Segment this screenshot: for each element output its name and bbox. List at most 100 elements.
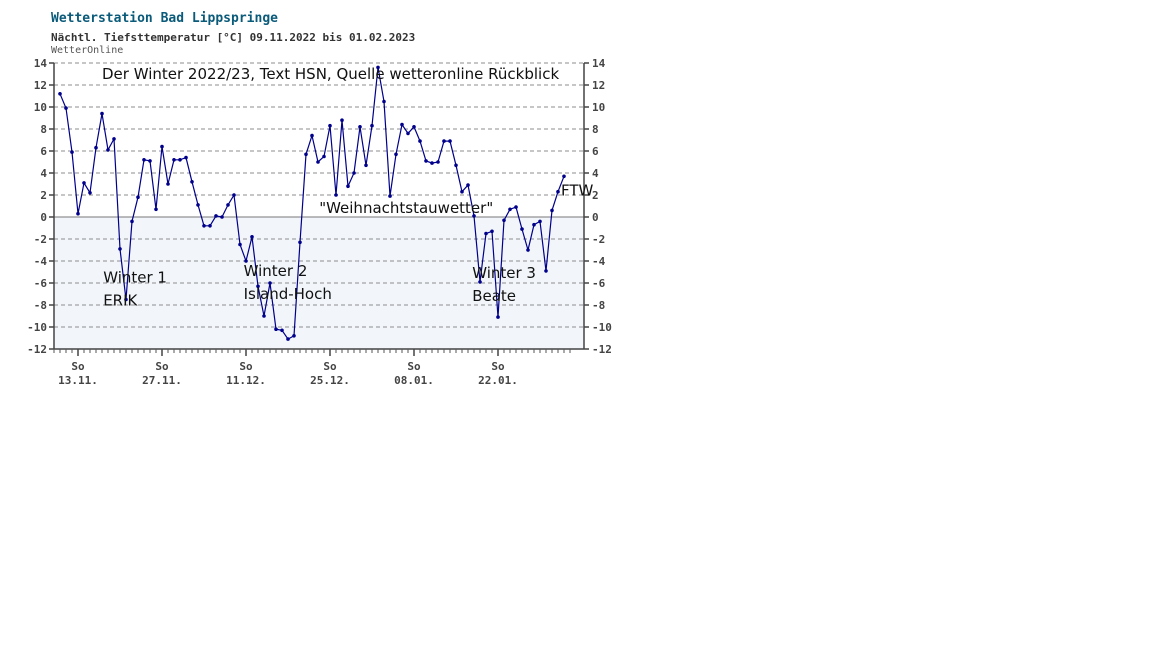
data-point <box>430 161 434 165</box>
data-point <box>118 247 122 251</box>
annotation-label: Winter 1 <box>103 269 167 287</box>
data-point <box>70 150 74 154</box>
data-point <box>532 222 536 227</box>
data-point <box>346 184 350 188</box>
y-tick-label-left: 6 <box>40 145 47 158</box>
y-tick-label-right: 0 <box>592 211 599 224</box>
annotation-label: "Weihnachtstauwetter" <box>319 199 493 217</box>
data-point <box>400 122 404 127</box>
data-point <box>178 158 182 162</box>
data-point <box>526 248 530 252</box>
y-tick-label-right: 10 <box>592 101 605 114</box>
data-point <box>136 195 140 199</box>
x-tick-date-label: 11.12. <box>226 374 266 387</box>
plot-area-warm <box>54 63 584 217</box>
data-point <box>538 219 542 224</box>
y-tick-label-right: 2 <box>592 189 599 202</box>
y-tick-label-right: 6 <box>592 145 599 158</box>
data-point <box>250 235 254 239</box>
data-point <box>154 207 158 212</box>
data-point <box>262 314 266 318</box>
x-tick-day-label: So <box>155 360 169 373</box>
data-point <box>76 211 80 216</box>
data-point <box>256 284 260 289</box>
y-tick-label-left: 2 <box>40 189 47 202</box>
data-point <box>352 171 356 175</box>
data-point <box>418 139 422 143</box>
data-point <box>82 181 86 185</box>
data-point <box>376 65 380 70</box>
data-point <box>148 159 152 163</box>
data-point <box>460 189 464 194</box>
data-point <box>130 219 134 224</box>
data-point <box>94 145 98 150</box>
annotation-label: Winter 3 <box>472 264 536 282</box>
data-point <box>358 125 362 129</box>
x-tick-day-label: So <box>239 360 253 373</box>
data-point <box>310 133 314 138</box>
y-tick-label-left: -2 <box>34 233 47 246</box>
data-point <box>232 193 236 197</box>
data-point <box>556 189 560 194</box>
annotation-label: Der Winter 2022/23, Text HSN, Quelle wet… <box>102 65 559 83</box>
y-tick-label-left: 10 <box>34 101 47 114</box>
data-point <box>316 160 320 164</box>
y-tick-label-right: -10 <box>592 321 612 334</box>
y-tick-label-left: 12 <box>34 79 47 92</box>
data-point <box>454 163 458 168</box>
annotation-label: Winter 2 <box>244 262 308 280</box>
y-tick-label-right: 14 <box>592 57 606 70</box>
data-point <box>478 280 482 284</box>
data-point <box>100 111 104 116</box>
data-point <box>202 224 206 228</box>
data-point <box>328 123 332 128</box>
x-tick-date-label: 27.11. <box>142 374 182 387</box>
data-point <box>448 139 452 143</box>
x-tick-day-label: So <box>323 360 337 373</box>
data-point <box>370 123 374 128</box>
annotation-label: Island-Hoch <box>244 285 332 303</box>
data-point <box>550 208 554 213</box>
data-point <box>58 92 62 96</box>
data-point <box>160 144 164 149</box>
data-point <box>298 240 302 245</box>
data-point <box>394 152 398 157</box>
x-tick-date-label: 13.11. <box>58 374 98 387</box>
y-tick-label-left: -6 <box>34 277 48 290</box>
data-point <box>274 327 278 332</box>
y-tick-label-left: -10 <box>27 321 47 334</box>
data-point <box>244 259 248 263</box>
annotation-label: Beate <box>472 287 516 305</box>
y-tick-label-right: -4 <box>592 255 606 268</box>
y-tick-label-right: -12 <box>592 343 612 356</box>
y-tick-label-left: 4 <box>40 167 47 180</box>
y-tick-label-left: 8 <box>40 123 47 136</box>
data-point <box>412 125 416 129</box>
data-point <box>220 215 224 219</box>
data-point <box>490 229 494 234</box>
data-point <box>388 194 392 198</box>
x-tick-day-label: So <box>407 360 421 373</box>
chart-source: WetterOnline <box>51 45 124 56</box>
data-point <box>334 193 338 197</box>
data-point <box>214 214 218 218</box>
y-tick-label-right: -2 <box>592 233 605 246</box>
data-point <box>190 180 194 184</box>
annotation-label: ERIK <box>103 292 138 310</box>
data-point <box>424 159 428 163</box>
chart-title: Wetterstation Bad Lippspringe <box>51 11 278 26</box>
x-tick-date-label: 08.01. <box>394 374 434 387</box>
data-point <box>544 269 548 273</box>
y-tick-label-right: -6 <box>592 277 606 290</box>
data-point <box>280 328 284 333</box>
data-point <box>172 158 176 162</box>
data-point <box>304 152 308 157</box>
y-tick-label-left: 0 <box>40 211 47 224</box>
data-point <box>466 183 470 187</box>
data-point <box>382 99 386 104</box>
data-point <box>502 218 506 223</box>
data-point <box>520 227 524 231</box>
data-point <box>406 131 410 136</box>
data-point <box>562 174 566 179</box>
